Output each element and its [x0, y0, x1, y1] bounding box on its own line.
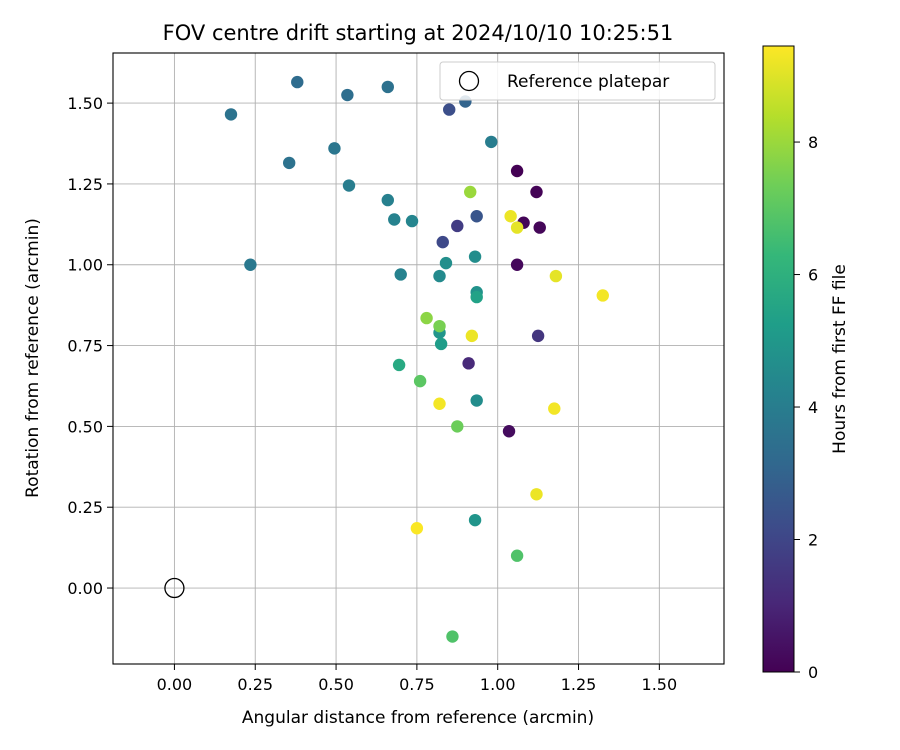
data-point — [433, 319, 446, 333]
data-point — [510, 164, 524, 178]
data-point — [341, 88, 354, 102]
colorbar-ticks: 0 2 4 6 8 — [794, 133, 818, 682]
data-point — [244, 258, 257, 271]
data-point — [224, 108, 238, 121]
data-point — [502, 425, 516, 438]
x-tick-label: 0.00 — [157, 675, 193, 694]
x-axis-label: Angular distance from reference (arcmin) — [242, 708, 594, 728]
grid-lines — [113, 53, 724, 664]
data-point — [420, 311, 433, 325]
x-tick-label: 1.50 — [642, 675, 678, 694]
y-tick-label: 0.50 — [67, 417, 103, 436]
data-point — [470, 290, 483, 304]
legend-box — [439, 61, 716, 101]
data-point — [465, 329, 479, 343]
x-tick-label: 0.50 — [318, 675, 354, 694]
data-point — [596, 289, 609, 302]
data-point — [462, 357, 475, 370]
data-point — [504, 210, 517, 223]
data-point — [392, 358, 406, 372]
data-point — [548, 402, 561, 415]
x-tick-label: 1.25 — [561, 675, 597, 694]
data-point — [530, 488, 543, 501]
data-point — [485, 135, 498, 149]
legend: Reference platepar — [439, 61, 716, 101]
data-point — [381, 193, 394, 207]
data-point — [388, 213, 401, 226]
colorbar-gradient — [762, 45, 795, 673]
data-point — [451, 420, 464, 433]
y-tick-label: 0.00 — [67, 579, 103, 598]
data-point — [433, 269, 446, 283]
colorbar: 0 2 4 6 8 Hours from first FF file — [762, 45, 850, 682]
data-point — [439, 256, 453, 270]
data-point — [470, 210, 483, 223]
y-axis-label: Rotation from reference (arcmin) — [23, 218, 43, 498]
data-point — [328, 142, 341, 155]
data-points — [164, 75, 609, 643]
chart-title: FOV centre drift starting at 2024/10/10 … — [163, 21, 674, 45]
data-point — [470, 394, 483, 407]
colorbar-tick-label: 4 — [808, 398, 818, 417]
data-point — [413, 374, 427, 388]
data-point — [282, 156, 296, 170]
reference-platepar-point — [164, 577, 185, 599]
y-tick-label: 1.00 — [67, 256, 103, 275]
data-point — [468, 250, 482, 263]
data-point — [549, 269, 563, 283]
data-point — [394, 268, 407, 281]
legend-label: Reference platepar — [507, 72, 669, 92]
data-point — [468, 513, 482, 527]
data-point — [464, 185, 477, 199]
data-point — [381, 80, 394, 94]
data-point — [342, 179, 356, 192]
colorbar-tick-label: 8 — [808, 133, 818, 152]
x-tick-label: 0.75 — [399, 675, 435, 694]
data-point — [446, 630, 459, 643]
data-point — [405, 214, 419, 228]
x-axis-ticks: 0.00 0.25 0.50 0.75 1.00 1.25 1.50 — [157, 664, 678, 694]
colorbar-label: Hours from first FF file — [830, 264, 850, 454]
data-point — [531, 329, 545, 343]
x-tick-label: 0.25 — [237, 675, 273, 694]
data-point — [510, 221, 524, 234]
y-axis-ticks: 0.00 0.25 0.50 0.75 1.00 1.25 1.50 — [67, 94, 113, 598]
colorbar-tick-label: 6 — [808, 266, 818, 285]
y-tick-label: 0.25 — [67, 498, 103, 517]
legend-marker-icon — [458, 70, 480, 92]
colorbar-tick-label: 2 — [808, 531, 818, 550]
data-point — [433, 397, 446, 410]
data-point — [291, 75, 304, 89]
y-tick-label: 1.25 — [67, 175, 103, 194]
data-point — [510, 258, 524, 271]
x-tick-label: 1.00 — [480, 675, 516, 694]
y-tick-label: 0.75 — [67, 337, 103, 356]
data-point — [530, 185, 543, 199]
data-point — [533, 221, 546, 234]
data-point — [451, 219, 464, 233]
data-point — [443, 103, 456, 116]
plot-frame — [112, 52, 725, 665]
colorbar-tick-label: 0 — [808, 663, 818, 682]
data-point — [410, 522, 424, 535]
data-point — [434, 337, 448, 351]
y-tick-label: 1.50 — [67, 94, 103, 113]
data-point — [510, 549, 524, 562]
data-point — [436, 235, 449, 249]
